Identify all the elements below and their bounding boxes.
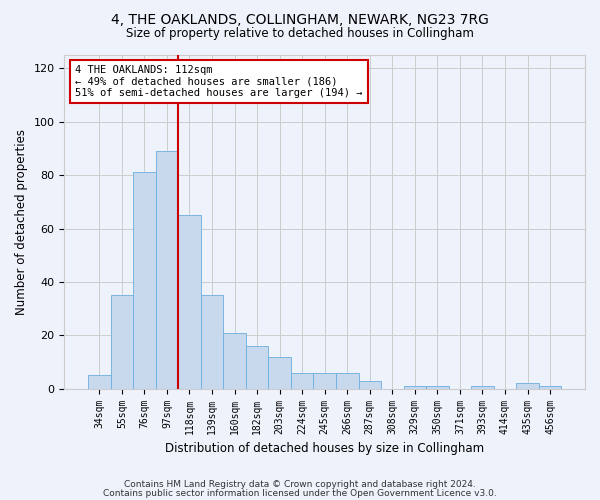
Bar xyxy=(110,296,133,388)
Bar xyxy=(155,151,178,388)
Bar xyxy=(268,356,291,388)
Y-axis label: Number of detached properties: Number of detached properties xyxy=(15,129,28,315)
Bar xyxy=(539,386,562,388)
Text: Contains HM Land Registry data © Crown copyright and database right 2024.: Contains HM Land Registry data © Crown c… xyxy=(124,480,476,489)
Bar xyxy=(426,386,449,388)
Bar xyxy=(291,372,313,388)
Text: Contains public sector information licensed under the Open Government Licence v3: Contains public sector information licen… xyxy=(103,488,497,498)
Text: 4 THE OAKLANDS: 112sqm
← 49% of detached houses are smaller (186)
51% of semi-de: 4 THE OAKLANDS: 112sqm ← 49% of detached… xyxy=(75,65,362,98)
Bar xyxy=(246,346,268,389)
Bar xyxy=(516,384,539,388)
Bar xyxy=(336,372,359,388)
Bar xyxy=(223,332,246,388)
Bar xyxy=(471,386,494,388)
Text: Size of property relative to detached houses in Collingham: Size of property relative to detached ho… xyxy=(126,28,474,40)
Bar xyxy=(313,372,336,388)
Bar xyxy=(404,386,426,388)
Bar xyxy=(359,380,381,388)
Bar xyxy=(133,172,155,388)
Text: 4, THE OAKLANDS, COLLINGHAM, NEWARK, NG23 7RG: 4, THE OAKLANDS, COLLINGHAM, NEWARK, NG2… xyxy=(111,12,489,26)
Bar xyxy=(88,376,110,388)
X-axis label: Distribution of detached houses by size in Collingham: Distribution of detached houses by size … xyxy=(165,442,484,455)
Bar xyxy=(201,296,223,388)
Bar xyxy=(178,215,201,388)
